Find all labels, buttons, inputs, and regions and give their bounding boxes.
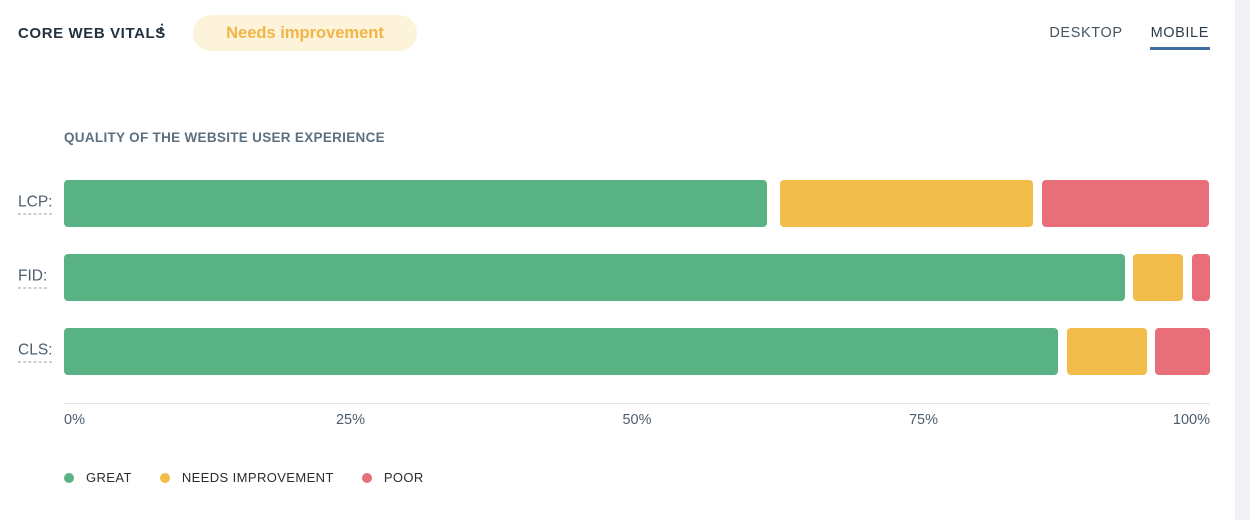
poor-bar-segment bbox=[1041, 180, 1209, 227]
tab-mobile[interactable]: MOBILE bbox=[1149, 25, 1210, 50]
needs_improvement-bar-segment bbox=[1066, 328, 1147, 375]
row-label[interactable]: LCP: bbox=[18, 193, 53, 214]
bar-track bbox=[64, 328, 1210, 375]
status-badge: Needs improvement bbox=[193, 15, 417, 51]
row-label[interactable]: CLS: bbox=[18, 341, 53, 362]
bar-row: FID: bbox=[0, 254, 1250, 301]
axis-tick-label: 75% bbox=[908, 412, 939, 428]
tab-desktop[interactable]: DESKTOP bbox=[1048, 25, 1123, 50]
great-bar-segment bbox=[64, 180, 767, 227]
needs_improvement-bar-segment bbox=[780, 180, 1034, 227]
legend-item: NEEDS IMPROVEMENT bbox=[159, 470, 334, 485]
x-axis-ticks: 0% 25% 50% 75% 100% bbox=[64, 412, 1210, 432]
legend-dot-needs_improvement bbox=[159, 472, 170, 483]
page-title: CORE WEB VITALS bbox=[18, 25, 166, 42]
bar-row: LCP: bbox=[0, 180, 1250, 227]
axis-tick-label: 0% bbox=[64, 412, 85, 428]
legend-dot-poor bbox=[361, 472, 372, 483]
legend-item: POOR bbox=[361, 470, 424, 485]
legend-dot-great bbox=[64, 472, 74, 483]
bar-track bbox=[64, 254, 1210, 301]
great-bar-segment bbox=[64, 328, 1059, 375]
x-axis-line bbox=[64, 403, 1210, 404]
page-background-strip bbox=[1235, 0, 1250, 520]
bar-track bbox=[64, 180, 1210, 227]
great-bar-segment bbox=[64, 254, 1125, 301]
bar-row: CLS: bbox=[0, 328, 1250, 375]
info-icon[interactable]: i bbox=[159, 22, 164, 38]
row-label[interactable]: FID: bbox=[18, 267, 48, 288]
needs_improvement-bar-segment bbox=[1132, 254, 1183, 301]
axis-tick-label: 25% bbox=[335, 412, 366, 428]
axis-tick-label: 50% bbox=[622, 412, 652, 428]
chart-subtitle: QUALITY OF THE WEBSITE USER EXPERIENCE bbox=[64, 130, 385, 145]
legend-label: POOR bbox=[383, 470, 424, 485]
poor-bar-segment bbox=[1154, 328, 1210, 375]
poor-bar-segment bbox=[1192, 254, 1210, 301]
axis-tick-label: 100% bbox=[1172, 412, 1210, 428]
legend-label: GREAT bbox=[86, 470, 132, 485]
device-tabs: DESKTOP MOBILE bbox=[1048, 25, 1210, 50]
legend-item: GREAT bbox=[64, 470, 132, 485]
chart-legend: GREAT NEEDS IMPROVEMENT POOR bbox=[64, 470, 424, 485]
legend-label: NEEDS IMPROVEMENT bbox=[181, 470, 334, 485]
